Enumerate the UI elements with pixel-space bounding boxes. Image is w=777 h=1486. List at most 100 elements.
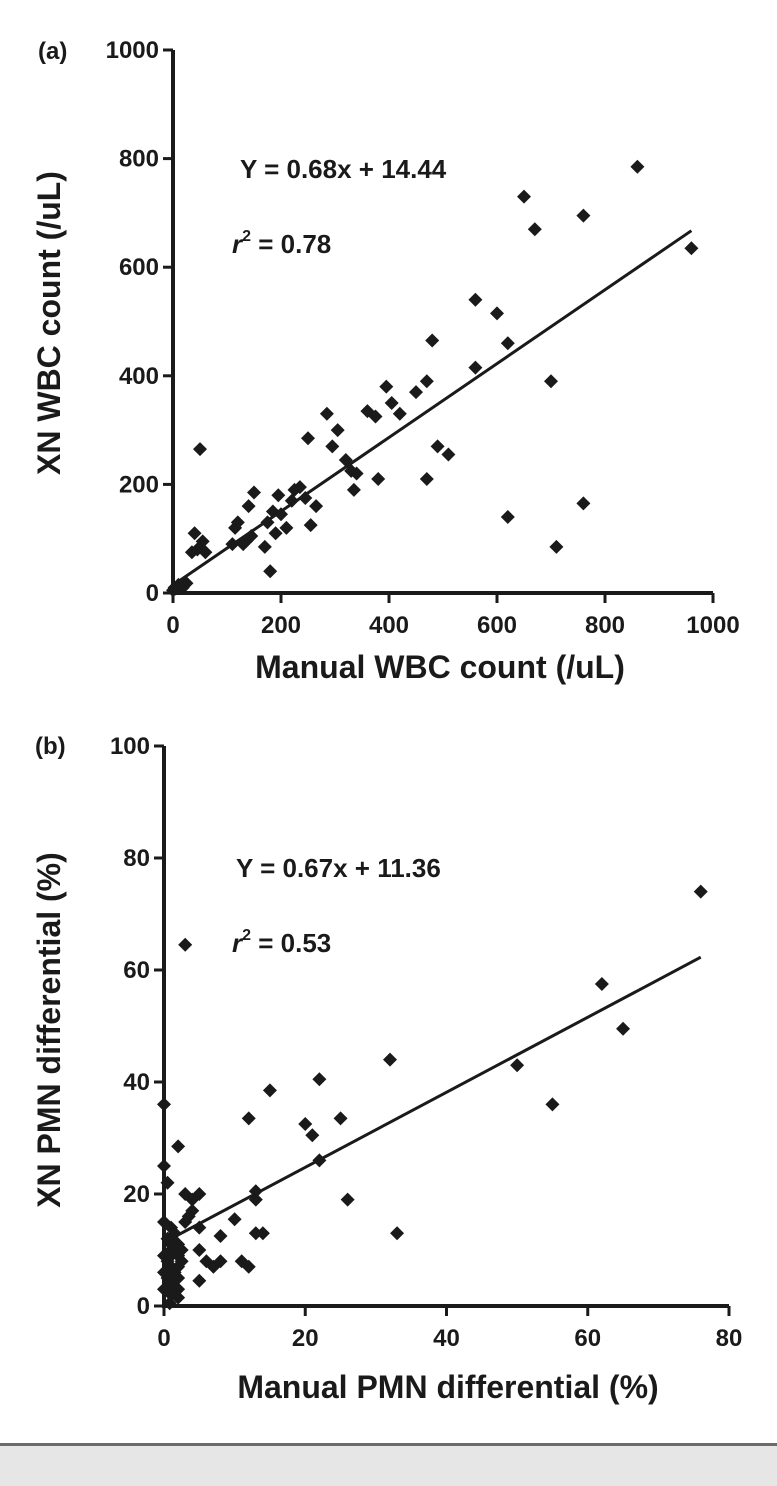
panel-b-x-tick-label-3: 60 [574, 1325, 601, 1352]
panel-a-data-point-14 [193, 442, 207, 457]
panel-b-x-ticks: 0 20 40 60 80 [157, 1306, 742, 1352]
panel-a-data-point-67 [576, 496, 591, 511]
panel-b-data-point-31 [178, 937, 193, 952]
panel-b-data-point-35 [185, 1203, 200, 1218]
panel-b: (b) 0 20 40 60 80 100 0 20 40 60 80 Manual PMN di… [31, 733, 742, 1405]
panel-a-data-point-27 [268, 526, 283, 541]
panel-a-data-point-54 [425, 333, 440, 348]
panel-b-data-point-40 [192, 1273, 207, 1288]
panel-b-y-tick-label-4: 80 [123, 845, 150, 872]
panel-b-data-point-39 [192, 1243, 207, 1257]
panel-a-r-superscript: 2 [242, 228, 251, 245]
panel-a-data-point-60 [500, 336, 515, 351]
panel-a-data-point-30 [279, 520, 294, 535]
panel-a-data-point-20 [241, 499, 256, 514]
panel-b-data-point-52 [255, 1226, 270, 1241]
panel-a-data-point-39 [325, 439, 340, 454]
panel-b-data-point-64 [594, 977, 609, 991]
panel-a-data-point-21 [247, 485, 261, 500]
panel-a-x-tick-label-2: 400 [369, 612, 409, 639]
panel-b-data-point-56 [312, 1072, 327, 1087]
panel-b-data-point-28 [171, 1290, 186, 1305]
panel-a-data-point-57 [468, 292, 483, 307]
panel-a-data-point-62 [517, 189, 531, 204]
panel-a-r-squared: r2 = 0.78 [232, 228, 331, 259]
panel-a-data-point-34 [298, 490, 313, 505]
panel-a-r-symbol: r [232, 229, 244, 259]
panel-a-data-point-56 [441, 447, 456, 462]
panel-a-x-tick-label-1: 200 [261, 612, 301, 639]
panel-b-data-point-58 [333, 1111, 348, 1126]
footer-bar [0, 1443, 777, 1486]
panel-a-x-tick-label-0: 0 [166, 612, 179, 639]
panel-b-label: (b) [35, 733, 66, 760]
panel-a-data-point-9 [187, 526, 202, 541]
panel-b-data-point-47 [241, 1111, 256, 1126]
panel-b-data-point-48 [241, 1259, 256, 1274]
panel-a-data-point-68 [630, 159, 645, 174]
panel-b-y-tick-label-3: 60 [123, 957, 150, 984]
panel-b-data-point-53 [262, 1083, 277, 1098]
panel-a-data-point-59 [490, 306, 504, 321]
panel-a-data-point-50 [392, 406, 407, 421]
panel-a-y-tick-label-2: 400 [119, 363, 159, 390]
panel-a-data-point-44 [349, 466, 364, 481]
panel-a-x-tick-label-3: 600 [477, 612, 517, 639]
panel-a-data-point-43 [346, 482, 361, 497]
panel-a-data-point-53 [419, 471, 434, 486]
panel-a-data-point-13 [198, 545, 213, 560]
panel-a-data-point-55 [430, 439, 445, 454]
panel-b-r-superscript: 2 [242, 927, 251, 944]
panel-b-data-point-54 [298, 1117, 313, 1131]
panel-a-x-tick-label-5: 1000 [686, 612, 739, 639]
panel-a-x-ticks: 0 200 400 600 800 1000 [166, 593, 740, 639]
panel-a-points [166, 159, 699, 598]
panel-b-data-point-22 [171, 1139, 186, 1154]
panel-b-y-axis-label: XN PMN differential (%) [31, 852, 67, 1208]
panel-b-data-point-63 [545, 1097, 560, 1112]
panel-a-regression-line [172, 229, 693, 587]
panel-a-data-point-28 [271, 488, 286, 503]
panel-b-data-point-27 [171, 1282, 186, 1297]
panel-a-y-tick-label-1: 200 [119, 471, 159, 498]
panel-a-data-point-69 [684, 241, 699, 256]
panel-a-data-point-35 [301, 431, 315, 446]
panel-b-x-tick-label-2: 40 [433, 1325, 460, 1352]
panel-b-equation: Y = 0.67x + 11.36 [236, 853, 441, 883]
panel-a-data-point-48 [379, 379, 394, 394]
panel-a-data-point-31 [284, 493, 299, 508]
panel-a-data-point-25 [263, 564, 278, 579]
panel-a-equation: Y = 0.68x + 14.44 [240, 154, 447, 184]
panel-a-data-point-36 [303, 518, 318, 533]
panel-b-x-axis-label: Manual PMN differential (%) [237, 1369, 658, 1405]
panel-a-y-tick-label-3: 600 [119, 254, 159, 281]
panel-a-data-point-37 [309, 499, 324, 514]
panel-b-y-ticks: 0 20 40 60 80 100 [110, 733, 164, 1320]
panel-a-data-point-12 [195, 534, 210, 549]
panel-a-data-point-51 [409, 385, 423, 400]
panel-b-x-tick-label-0: 0 [157, 1325, 170, 1352]
panel-b-data-point-45 [227, 1212, 242, 1227]
panel-b-data-point-37 [192, 1187, 207, 1201]
panel-a-data-point-66 [576, 208, 591, 223]
panel-b-r-value: = 0.53 [251, 928, 331, 958]
panel-b-y-tick-label-2: 40 [123, 1069, 150, 1096]
panel-a-data-point-65 [549, 539, 564, 554]
panel-a-data-point-38 [319, 406, 334, 421]
panel-b-data-point-43 [213, 1254, 228, 1269]
panel-b-data-point-66 [693, 884, 708, 899]
panel-b-r-symbol: r [232, 928, 244, 958]
panel-b-data-point-55 [305, 1128, 320, 1143]
panel-b-regression-line [163, 955, 702, 1244]
panel-a-y-tick-label-5: 1000 [106, 37, 159, 64]
panel-b-y-tick-label-5: 100 [110, 733, 150, 760]
panel-b-data-point-65 [616, 1021, 631, 1036]
panel-a-data-point-49 [384, 395, 399, 410]
panel-b-data-point-44 [213, 1229, 228, 1243]
panel-a-x-tick-label-4: 800 [585, 612, 625, 639]
panel-a-data-point-40 [330, 423, 345, 438]
panel-a-y-ticks: 0 200 400 600 800 1000 [106, 37, 173, 607]
panel-a-data-point-61 [500, 509, 515, 524]
